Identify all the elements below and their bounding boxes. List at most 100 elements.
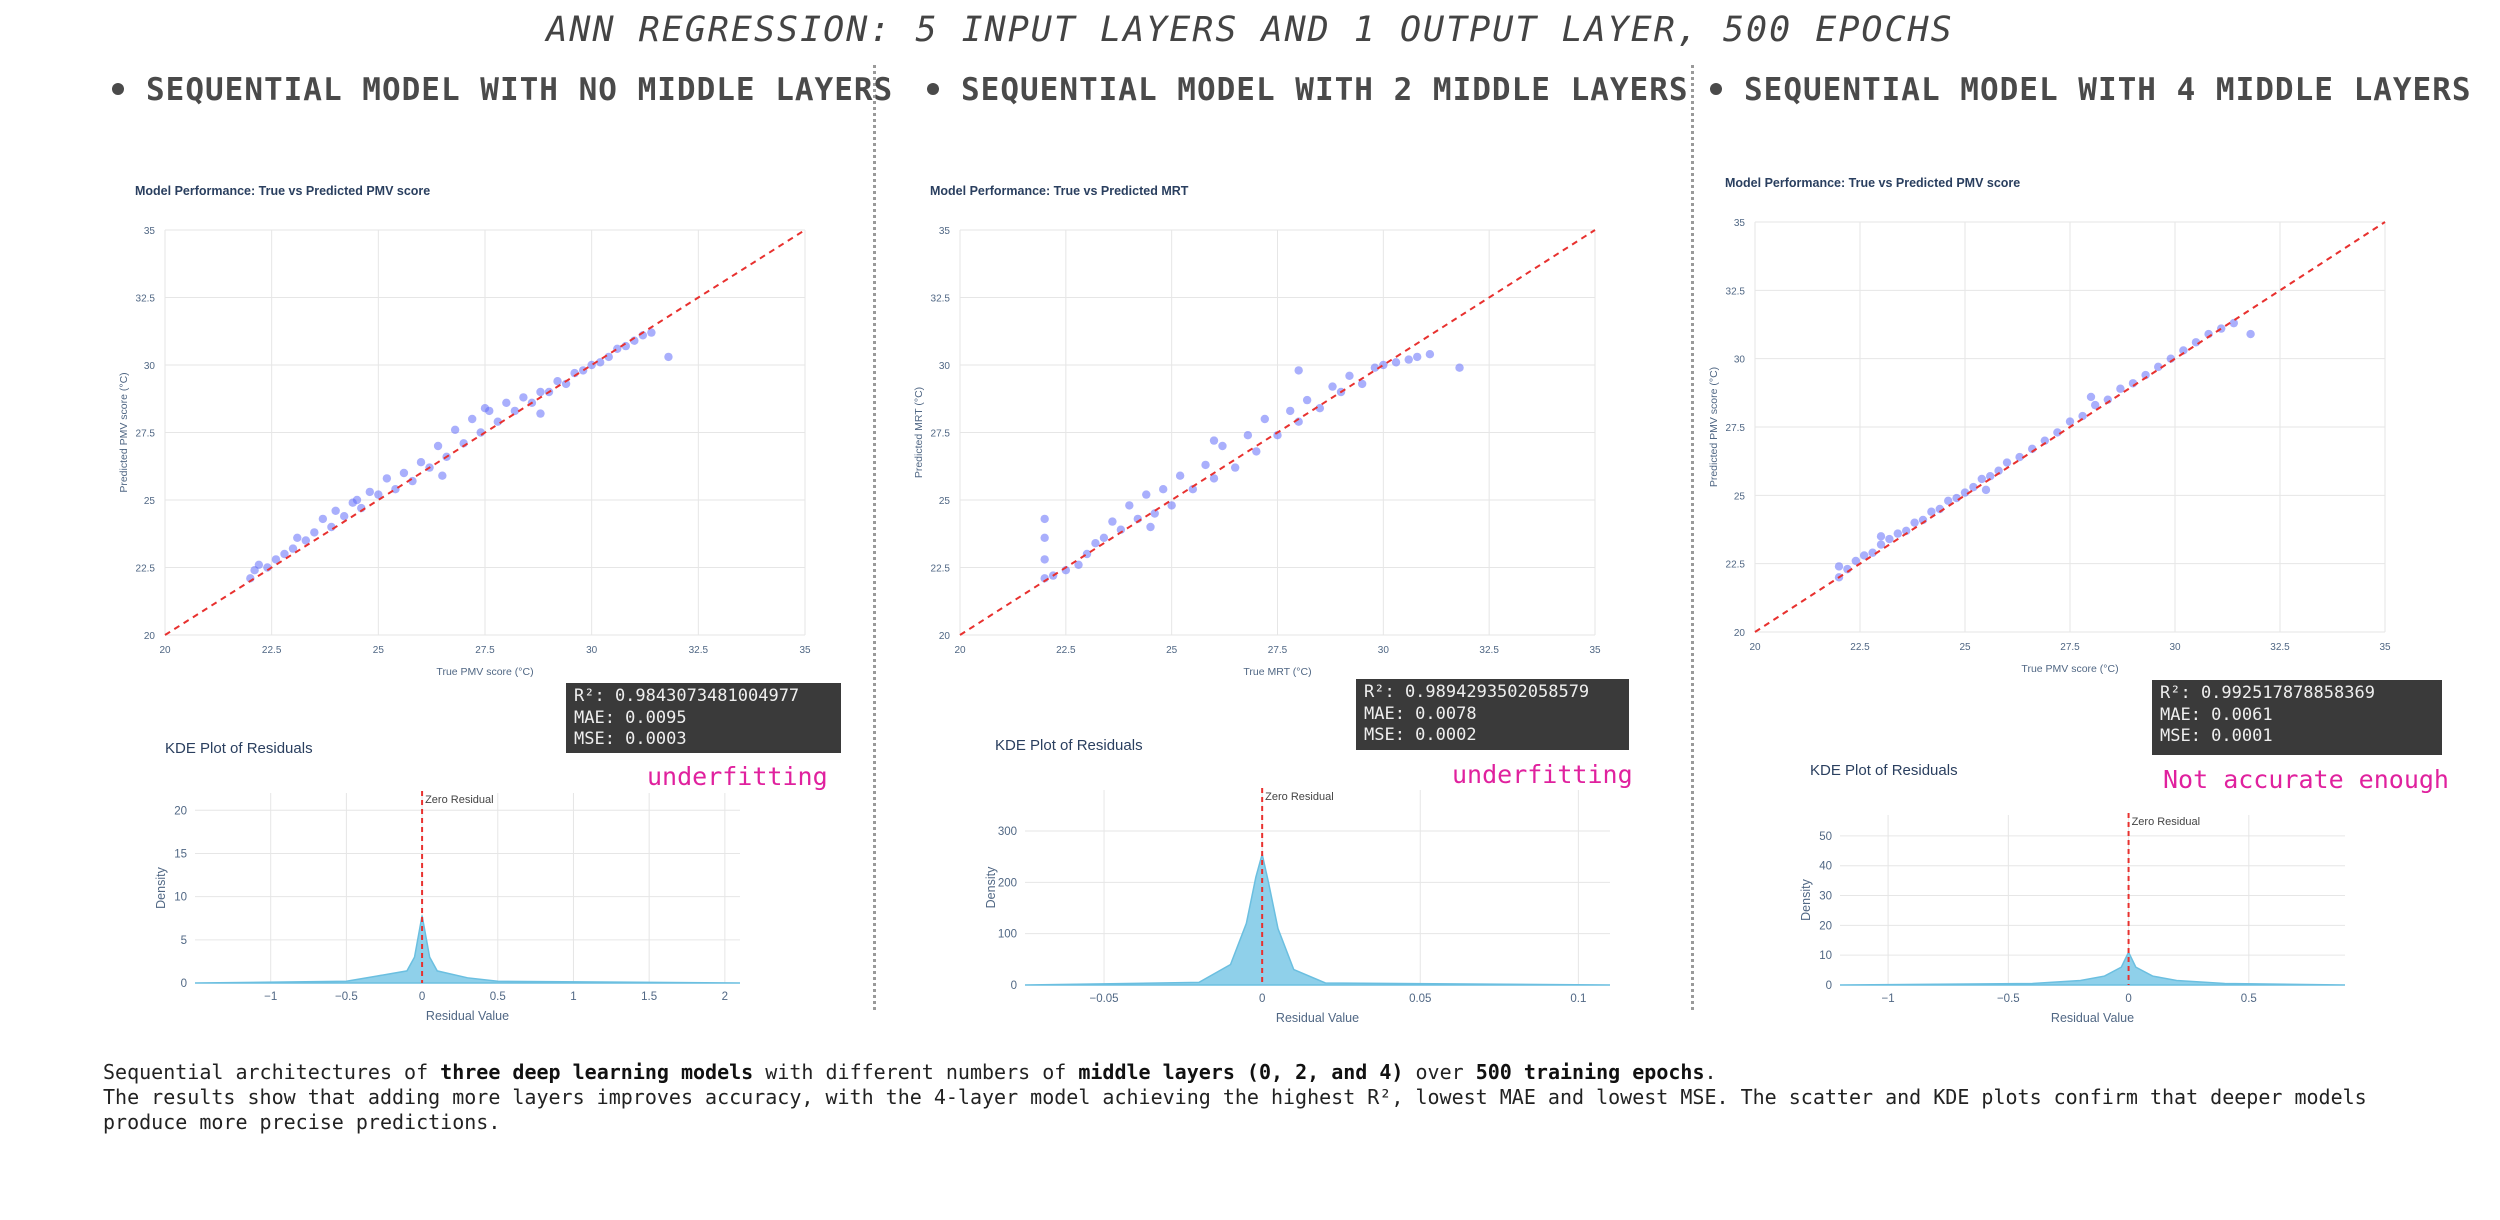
data-point (1834, 562, 1844, 571)
mse-value: MSE: 0.0002 (1364, 725, 1477, 745)
y-axis-label: Predicted PMV score (°C) (118, 372, 130, 492)
data-point (301, 536, 310, 545)
data-point (331, 506, 340, 515)
data-point (1370, 363, 1380, 372)
column-divider (1691, 65, 1694, 1010)
y-tick-label: 100 (998, 929, 1017, 941)
y-tick-label: 25 (1734, 491, 1746, 502)
data-point (288, 544, 298, 553)
mae-value: MAE: 0.0061 (2160, 704, 2273, 725)
data-point (561, 379, 571, 389)
metrics-box: R²: 0.9894293502058579 MAE: 0.0078 MSE: … (1356, 679, 1629, 750)
data-point (254, 560, 264, 569)
data-point (1902, 526, 1911, 536)
x-axis-label: Residual Value (1276, 1011, 1359, 1025)
caption-text: Sequential architectures of (103, 1060, 441, 1084)
data-point (416, 458, 426, 467)
data-point (2154, 362, 2163, 372)
data-point (519, 393, 528, 402)
x-tick-label: 1 (570, 991, 576, 1003)
data-point (438, 471, 447, 480)
y-axis-label: Density (154, 866, 168, 908)
y-tick-label: 22.5 (1726, 560, 1746, 571)
data-point (1252, 447, 1261, 456)
y-tick-label: 50 (1819, 831, 1832, 843)
data-point (1893, 529, 1902, 538)
x-tick-label: 0.1 (1570, 993, 1586, 1005)
x-axis-label: True PMV score (°C) (2021, 663, 2118, 675)
x-tick-label: 35 (799, 645, 811, 656)
y-axis-label: Density (1799, 878, 1813, 920)
x-axis-label: True PMV score (°C) (436, 666, 533, 678)
data-point (1910, 518, 1919, 527)
kde-area (194, 915, 741, 984)
x-axis-label: True MRT (°C) (1243, 666, 1311, 678)
column-heading: SEQUENTIAL MODEL WITH 2 MIDDLE LAYERS (927, 72, 1689, 108)
bullet-icon (927, 82, 939, 95)
y-tick-label: 15 (174, 848, 187, 860)
data-point (1286, 406, 1295, 416)
x-tick-label: 20 (1749, 642, 1761, 653)
column-heading: SEQUENTIAL MODEL WITH 4 MIDDLE LAYERS (1710, 72, 2472, 108)
x-tick-label: 30 (586, 645, 598, 656)
kde-title: KDE Plot of Residuals (1810, 762, 1958, 779)
y-tick-label: 35 (144, 226, 156, 237)
data-point (1981, 485, 1991, 495)
data-point (536, 387, 545, 397)
r2-value: R²: 0.992517878858369 (2160, 683, 2375, 703)
data-point (1294, 366, 1303, 375)
data-point (271, 555, 281, 564)
data-point (318, 514, 328, 524)
bullet-icon (1710, 82, 1722, 95)
y-tick-label: 27.5 (136, 429, 156, 440)
y-tick-label: 35 (1734, 218, 1746, 229)
reference-line (164, 229, 806, 636)
data-point (1040, 555, 1049, 564)
x-tick-label: 32.5 (2270, 642, 2290, 653)
data-point (1404, 355, 1413, 364)
caption-line-1: Sequential architectures of three deep l… (103, 1060, 2413, 1085)
x-tick-label: 22.5 (1850, 642, 1870, 653)
x-tick-label: 22.5 (262, 645, 282, 656)
caption-bold: 500 training epochs (1475, 1060, 1705, 1084)
caption-line-2: The results show that adding more layers… (103, 1085, 2367, 1134)
x-tick-label: −0.5 (335, 991, 358, 1003)
data-point (1413, 352, 1422, 362)
y-tick-label: 32.5 (1726, 286, 1746, 297)
data-point (1209, 436, 1219, 445)
reference-line (959, 229, 1596, 636)
caption-text: with different numbers of (753, 1060, 1079, 1084)
x-tick-label: 27.5 (1268, 645, 1288, 656)
data-point (2091, 400, 2100, 410)
data-point (1201, 460, 1210, 470)
data-point (310, 528, 319, 537)
x-tick-label: −0.5 (1997, 993, 2020, 1005)
x-tick-label: −0.05 (1089, 993, 1118, 1005)
column-heading: SEQUENTIAL MODEL WITH NO MIDDLE LAYERS (112, 72, 893, 108)
zero-residual-annotation: Zero Residual (425, 794, 493, 806)
y-tick-label: 30 (1734, 355, 1746, 366)
x-tick-label: 22.5 (1056, 645, 1076, 656)
x-tick-label: 25 (1166, 645, 1178, 656)
data-point (2040, 436, 2049, 445)
x-axis-label: Residual Value (426, 1009, 509, 1023)
y-tick-label: 20 (1734, 628, 1746, 639)
kde-area (1839, 950, 2346, 986)
data-point (1188, 485, 1198, 494)
x-tick-label: 25 (1959, 642, 1971, 653)
data-point (1175, 471, 1185, 480)
data-point (382, 474, 392, 483)
data-point (399, 468, 409, 478)
mae-value: MAE: 0.0078 (1364, 703, 1477, 724)
data-point (1209, 474, 1219, 483)
y-tick-label: 5 (181, 935, 187, 947)
data-point (1876, 540, 1886, 549)
metrics-box: R²: 0.992517878858369 MAE: 0.0061 MSE: 0… (2152, 680, 2442, 755)
data-point (1142, 490, 1151, 499)
r2-value: R²: 0.9843073481004977 (574, 686, 800, 706)
y-tick-label: 35 (939, 226, 951, 237)
data-point (2078, 411, 2087, 421)
caption: Sequential architectures of three deep l… (103, 1060, 2413, 1135)
x-tick-label: 2 (722, 991, 728, 1003)
data-point (1302, 395, 1312, 405)
